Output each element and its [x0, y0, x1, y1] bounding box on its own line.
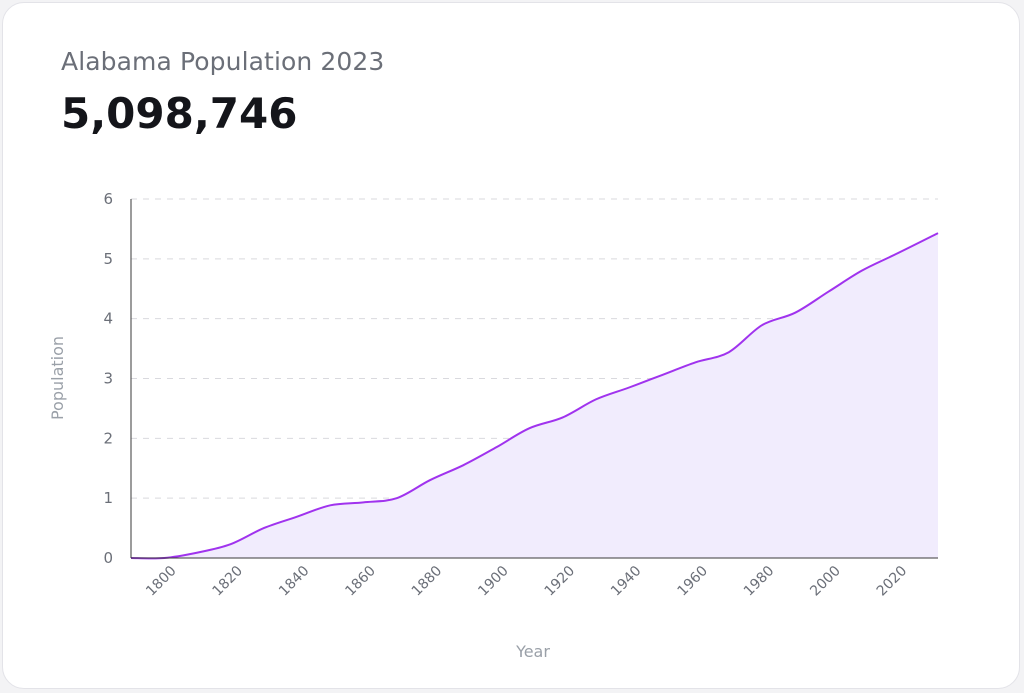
x-tick-label: 1900: [475, 563, 512, 600]
y-tick-labels: 0 1 2 3 4 5 6: [103, 190, 113, 567]
x-tick-label: 1920: [542, 563, 579, 600]
chart-title: Alabama Population 2023: [61, 47, 385, 76]
population-area: [131, 233, 938, 559]
x-tick-label: 2000: [807, 563, 844, 600]
x-axis-label: Year: [515, 642, 550, 661]
y-tick-label: 2: [103, 429, 113, 447]
x-tick-labels: 1800 1820 1840 1860 1880 1900 1920 1940 1960 1980…: [143, 563, 910, 600]
population-value: 5,098,746: [61, 89, 298, 138]
y-tick-label: 3: [103, 370, 113, 388]
x-tick-label: 1800: [143, 563, 180, 600]
x-tick-label: 1860: [342, 563, 379, 600]
x-tick-label: 1820: [210, 563, 247, 600]
y-tick-label: 1: [103, 489, 113, 507]
y-tick-label: 4: [103, 310, 113, 328]
x-tick-label: 1880: [409, 563, 446, 600]
y-axis-label: Population: [48, 336, 67, 420]
x-tick-label: 1840: [276, 563, 313, 600]
x-tick-label: 1940: [608, 563, 645, 600]
x-tick-label: 2020: [874, 563, 911, 600]
x-tick-label: 1960: [674, 563, 711, 600]
x-tick-label: 1980: [741, 563, 778, 600]
population-line: [130, 232, 939, 560]
y-tick-label: 0: [103, 549, 113, 567]
y-tick-label: 5: [103, 250, 113, 268]
y-tick-label: 6: [103, 190, 113, 208]
